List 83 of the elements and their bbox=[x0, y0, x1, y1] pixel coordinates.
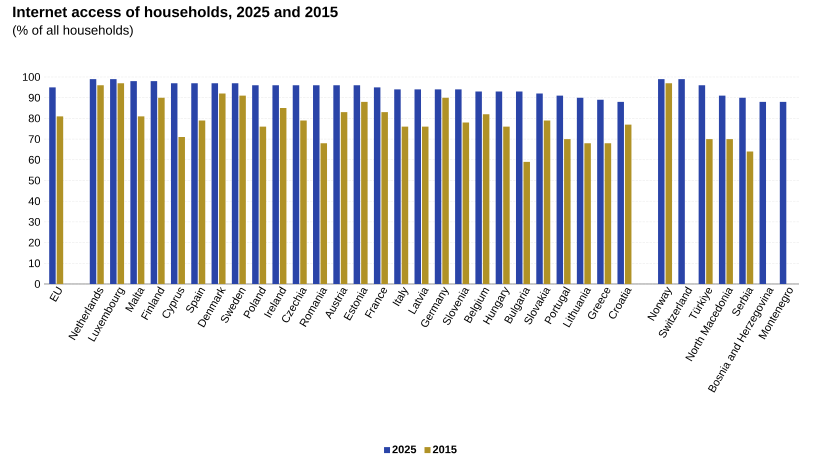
bar bbox=[422, 126, 429, 284]
bar bbox=[455, 89, 462, 284]
bar bbox=[414, 89, 422, 284]
bar bbox=[434, 89, 442, 284]
bar bbox=[49, 87, 56, 284]
bar bbox=[170, 83, 178, 284]
bar bbox=[198, 120, 206, 284]
bar bbox=[354, 85, 360, 284]
bar bbox=[604, 143, 612, 284]
y-tick-label: 40 bbox=[28, 197, 40, 206]
bar bbox=[617, 102, 624, 284]
bar bbox=[313, 85, 320, 284]
bar bbox=[658, 79, 665, 284]
bar bbox=[678, 79, 685, 284]
y-tick-label: 90 bbox=[28, 94, 40, 102]
bar bbox=[576, 98, 584, 284]
bar bbox=[496, 91, 502, 284]
bar bbox=[739, 98, 746, 284]
y-tick-label: 70 bbox=[28, 135, 40, 143]
bar bbox=[780, 102, 786, 284]
y-tick-label: 0 bbox=[34, 280, 40, 288]
bar bbox=[272, 85, 279, 284]
bar bbox=[158, 98, 165, 284]
bar bbox=[726, 139, 733, 284]
bar bbox=[361, 102, 368, 284]
y-tick-label: 20 bbox=[28, 238, 40, 246]
chart-subtitle: (% of all households) bbox=[13, 25, 133, 38]
bar bbox=[374, 87, 380, 284]
x-tick-label: EU bbox=[49, 286, 62, 302]
y-tick-label: 10 bbox=[29, 259, 40, 268]
bar bbox=[150, 81, 158, 284]
bar bbox=[482, 114, 490, 284]
bar bbox=[536, 94, 543, 284]
y-tick-label: 50 bbox=[28, 176, 40, 184]
bar bbox=[475, 91, 482, 284]
bar bbox=[760, 102, 766, 284]
bar bbox=[90, 79, 96, 284]
bar bbox=[280, 108, 286, 284]
bar bbox=[462, 122, 470, 284]
bar bbox=[138, 116, 144, 284]
bar bbox=[718, 96, 726, 284]
bar bbox=[97, 85, 104, 284]
bar bbox=[666, 83, 672, 284]
y-tick-label: 30 bbox=[28, 218, 40, 226]
bar bbox=[118, 83, 124, 284]
bar bbox=[252, 85, 259, 284]
bar bbox=[130, 81, 137, 284]
bar bbox=[564, 139, 571, 284]
bar bbox=[219, 94, 226, 284]
bar bbox=[394, 89, 401, 284]
chart-title: Internet access of households, 2025 and 2015 bbox=[13, 6, 338, 20]
bar bbox=[178, 137, 185, 284]
legend-label: 2025 bbox=[392, 446, 416, 454]
bar bbox=[381, 112, 388, 284]
bar bbox=[597, 100, 604, 284]
bar bbox=[584, 143, 591, 284]
bar bbox=[402, 126, 408, 284]
bar bbox=[624, 124, 632, 284]
bar bbox=[442, 98, 449, 284]
legend-label: 2015 bbox=[432, 446, 457, 454]
bar bbox=[110, 79, 117, 284]
bar bbox=[292, 85, 300, 284]
bar bbox=[333, 85, 340, 284]
bar bbox=[239, 96, 246, 284]
bar bbox=[212, 83, 218, 284]
bar bbox=[746, 152, 754, 284]
bar bbox=[516, 91, 522, 284]
bar bbox=[320, 143, 328, 284]
bar bbox=[191, 83, 198, 284]
bar bbox=[556, 96, 564, 284]
bar bbox=[300, 120, 307, 284]
bar bbox=[260, 126, 266, 284]
y-tick-label: 80 bbox=[28, 114, 40, 122]
bar bbox=[503, 126, 510, 284]
bar bbox=[523, 162, 530, 284]
bar bbox=[232, 83, 238, 284]
bar bbox=[706, 139, 713, 284]
bar bbox=[340, 112, 348, 284]
y-tick-label: 100 bbox=[22, 73, 40, 81]
bar bbox=[56, 116, 64, 284]
bar bbox=[698, 85, 706, 284]
y-tick-label: 60 bbox=[28, 156, 40, 164]
bar bbox=[544, 120, 550, 284]
